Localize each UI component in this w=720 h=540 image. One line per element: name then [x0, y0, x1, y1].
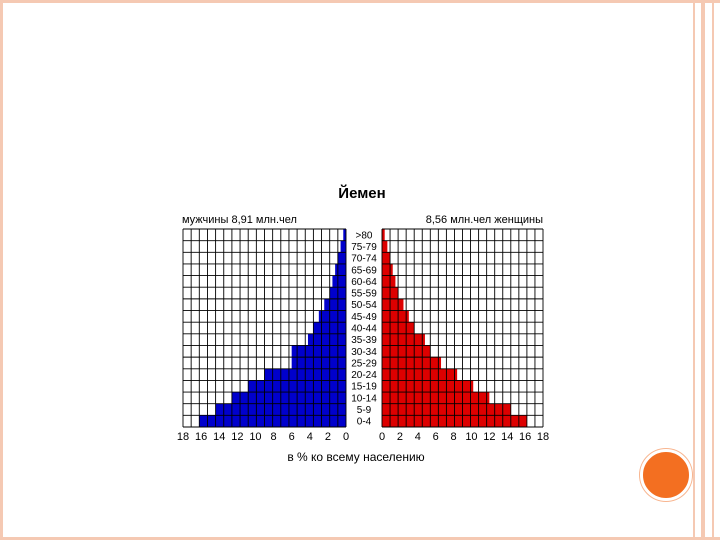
- x-tick-label-right: 18: [537, 431, 549, 443]
- male-bar: [307, 333, 346, 346]
- age-group-label: 40-44: [351, 324, 377, 335]
- female-bar: [382, 229, 385, 241]
- grid-layer: [182, 228, 544, 428]
- female-bar: [382, 263, 393, 276]
- frame-right-outer-line: [712, 0, 714, 540]
- female-bar: [382, 368, 458, 381]
- frame-top-line: [0, 0, 720, 3]
- x-tick-label-left: 0: [343, 431, 349, 443]
- male-bar: [335, 263, 346, 276]
- frame-left-line: [0, 0, 3, 540]
- female-bar: [382, 310, 409, 323]
- age-group-label: 30-34: [351, 347, 377, 358]
- x-tick-label-right: 12: [483, 431, 495, 443]
- x-tick-label-right: 10: [465, 431, 477, 443]
- x-tick-label-left: 18: [177, 431, 189, 443]
- age-group-label: 10-14: [351, 393, 377, 404]
- female-bar: [382, 357, 442, 369]
- female-bar: [382, 392, 490, 404]
- x-tick-label-right: 2: [397, 431, 403, 443]
- x-tick-label-right: 4: [415, 431, 421, 443]
- age-group-label: 65-69: [351, 265, 377, 276]
- male-bar: [291, 345, 346, 358]
- x-tick-label-left: 12: [231, 431, 243, 443]
- age-group-label: 5-9: [357, 405, 372, 416]
- female-bar: [382, 333, 425, 346]
- x-tick-label-left: 10: [249, 431, 261, 443]
- age-group-label: 25-29: [351, 358, 377, 369]
- decorative-orange-circle: [640, 449, 692, 501]
- age-group-label: 20-24: [351, 370, 377, 381]
- labels-layer: >8075-7970-7465-6960-6455-5950-5445-4940…: [177, 230, 549, 443]
- age-group-label: 50-54: [351, 300, 377, 311]
- x-tick-label-left: 14: [213, 431, 225, 443]
- male-bar: [343, 229, 346, 241]
- male-bar: [324, 298, 346, 311]
- male-bar: [318, 310, 346, 323]
- x-tick-label-right: 6: [433, 431, 439, 443]
- female-bar: [382, 298, 404, 311]
- x-tick-label-left: 8: [270, 431, 276, 443]
- x-tick-label-left: 2: [325, 431, 331, 443]
- age-group-label: 55-59: [351, 289, 377, 300]
- male-bar: [340, 240, 346, 253]
- male-bar: [291, 357, 346, 369]
- x-tick-label-left: 4: [307, 431, 313, 443]
- x-tick-label-right: 0: [379, 431, 385, 443]
- age-group-label: 45-49: [351, 312, 377, 323]
- frame-right-middle-line: [701, 0, 705, 540]
- age-group-label: >80: [356, 230, 373, 241]
- age-group-label: 35-39: [351, 335, 377, 346]
- frame-right-inner-line: [693, 0, 695, 540]
- x-tick-label-left: 16: [195, 431, 207, 443]
- female-bar: [382, 240, 388, 253]
- age-group-label: 15-19: [351, 382, 377, 393]
- x-tick-label-right: 14: [501, 431, 513, 443]
- female-population-label: 8,56 млн.чел женщины: [426, 214, 543, 226]
- male-bar: [337, 252, 346, 264]
- female-bar: [382, 380, 474, 393]
- age-group-label: 70-74: [351, 254, 377, 265]
- age-group-label: 60-64: [351, 277, 377, 288]
- female-bar: [382, 275, 396, 288]
- age-group-label: 0-4: [357, 417, 372, 428]
- x-tick-label-left: 6: [289, 431, 295, 443]
- age-group-label: 75-79: [351, 242, 377, 253]
- frame-bottom-line: [0, 537, 720, 540]
- female-bar: [382, 252, 391, 264]
- male-population-label: мужчины 8,91 млн.чел: [182, 214, 297, 226]
- chart-title: Йемен: [338, 184, 385, 202]
- x-axis-label: в % ко всему населению: [287, 450, 424, 464]
- male-bar: [332, 275, 346, 288]
- x-tick-label-right: 16: [519, 431, 531, 443]
- x-tick-label-right: 8: [450, 431, 456, 443]
